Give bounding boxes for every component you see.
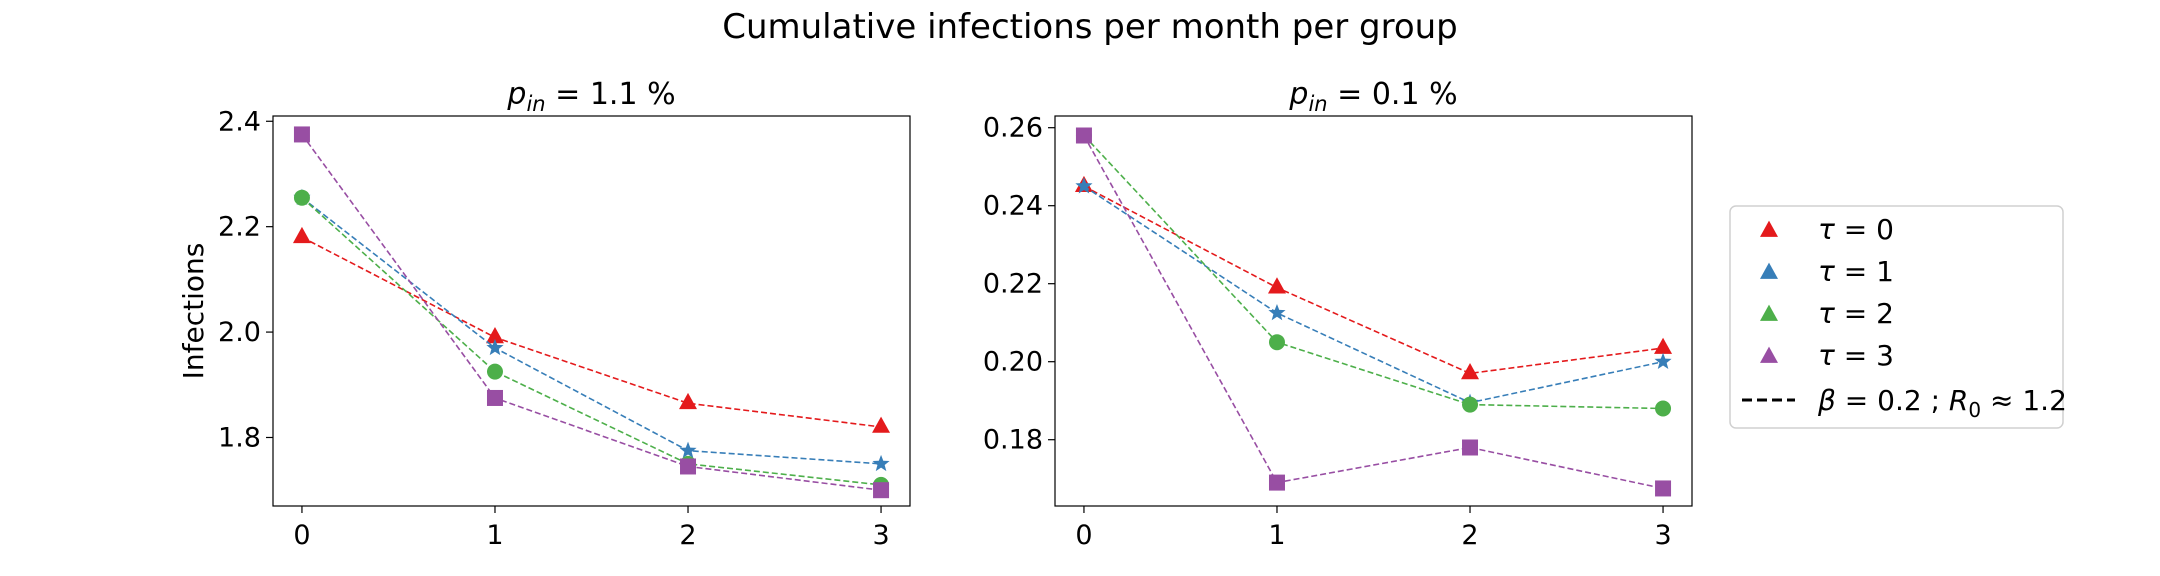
y-tick-label: 0.26 xyxy=(983,113,1043,144)
series-line xyxy=(1083,135,1664,490)
data-point xyxy=(1267,277,1286,294)
series-star xyxy=(293,188,890,472)
data-point xyxy=(485,327,504,344)
legend-entry: τ = 2 xyxy=(1818,297,1894,330)
x-tick-label: 0 xyxy=(293,520,310,551)
x-tick-label: 0 xyxy=(1075,520,1092,551)
series-line xyxy=(1083,185,1664,404)
y-tick-label: 0.20 xyxy=(983,347,1043,378)
data-point xyxy=(872,416,891,433)
series-line xyxy=(1083,185,1664,375)
series-triangle xyxy=(292,226,891,433)
series-line xyxy=(301,197,882,465)
data-point xyxy=(1075,177,1093,194)
legend: τ = 0 τ = 1 τ = 2 τ = 3 β = 0.2 ; R0 ≈ 1.2 xyxy=(1729,205,2067,429)
x-tick-label: 2 xyxy=(679,520,696,551)
series-circle xyxy=(293,189,890,493)
data-point xyxy=(1655,400,1672,417)
legend-parameter-entry: β = 0.2 ; R0 ≈ 1.2 xyxy=(1817,384,2067,422)
series-line xyxy=(301,197,882,486)
data-point xyxy=(1462,396,1479,413)
series-triangle xyxy=(1074,175,1673,380)
data-point xyxy=(679,441,697,458)
x-tick-label: 1 xyxy=(1268,520,1285,551)
data-point xyxy=(873,482,890,499)
legend-entry: τ = 3 xyxy=(1818,339,1894,372)
data-point xyxy=(1654,337,1673,354)
series-line xyxy=(301,236,882,428)
x-tick-label: 3 xyxy=(872,520,889,551)
legend-marker xyxy=(1760,304,1778,321)
data-point xyxy=(1655,480,1672,497)
data-point xyxy=(292,226,311,244)
data-point xyxy=(293,126,310,143)
data-point xyxy=(1075,127,1092,144)
data-point xyxy=(486,389,503,406)
y-tick-label: 2.0 xyxy=(218,317,261,348)
data-point xyxy=(293,189,310,206)
subplot-title: pin = 0.1 % xyxy=(1288,77,1457,116)
series-square xyxy=(293,126,890,499)
y-tick-label: 0.24 xyxy=(983,191,1043,222)
x-tick-label: 3 xyxy=(1654,520,1671,551)
legend-marker xyxy=(1760,220,1778,237)
series-square xyxy=(1075,127,1672,497)
data-point xyxy=(680,458,697,475)
subplot-title: pin = 1.1 % xyxy=(506,77,675,116)
series-line xyxy=(301,133,882,491)
plot-frame xyxy=(272,115,911,507)
plot-frame xyxy=(1054,115,1693,507)
legend-entry: τ = 1 xyxy=(1818,255,1894,288)
data-point xyxy=(486,363,503,380)
data-point xyxy=(1461,363,1480,380)
data-point xyxy=(1268,334,1285,351)
y-tick-label: 1.8 xyxy=(218,422,261,453)
y-tick-label: 2.2 xyxy=(218,212,261,243)
legend-entry: τ = 0 xyxy=(1818,213,1894,246)
data-point xyxy=(1268,474,1285,491)
series-star xyxy=(1075,177,1672,410)
y-tick-label: 2.4 xyxy=(218,106,261,137)
legend-marker xyxy=(1760,346,1778,363)
data-point xyxy=(1268,303,1286,321)
subplot-1: pin = 1.1 % 1.8 2.0 2.2 2.4 0 1 2 3 Infections xyxy=(177,77,911,551)
y-axis-label: Infections xyxy=(177,243,210,380)
legend-marker xyxy=(1760,262,1778,279)
data-point xyxy=(872,454,890,472)
figure-title: Cumulative infections per month per grou… xyxy=(722,7,1458,47)
data-point xyxy=(679,392,698,410)
series-circle xyxy=(1075,127,1672,417)
x-tick-label: 1 xyxy=(486,520,503,551)
data-point xyxy=(486,338,504,356)
y-tick-label: 0.18 xyxy=(983,425,1043,456)
subplot-2: pin = 0.1 % 0.18 0.20 0.22 0.24 0.26 0 1 2 3 xyxy=(983,77,1693,551)
legend-frame xyxy=(1729,205,2064,429)
x-tick-label: 2 xyxy=(1461,520,1478,551)
y-tick-label: 0.22 xyxy=(983,269,1043,300)
data-point xyxy=(1654,352,1672,369)
data-point xyxy=(1462,439,1479,456)
series-line xyxy=(1083,134,1664,410)
